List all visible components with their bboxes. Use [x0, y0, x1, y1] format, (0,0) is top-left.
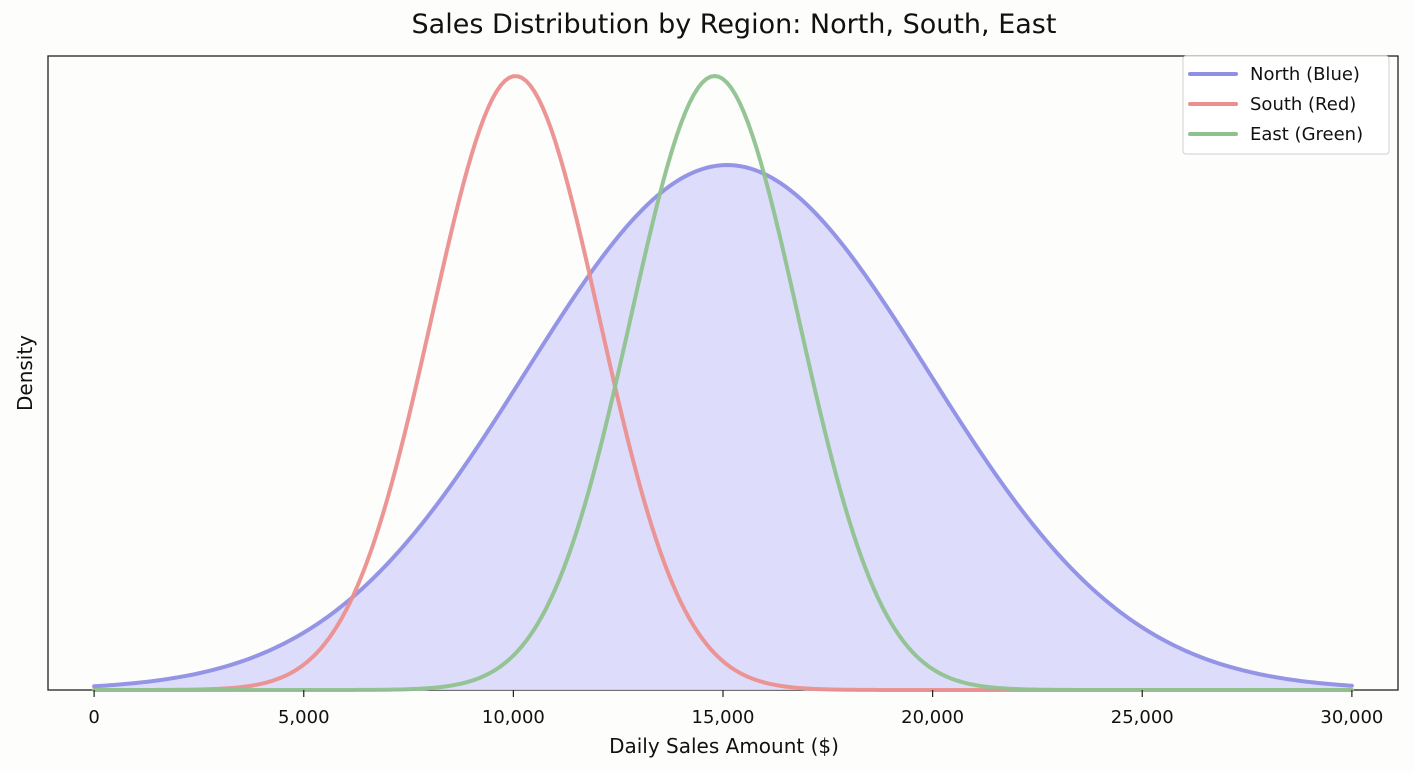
legend-label-east: East (Green) [1250, 124, 1363, 145]
legend-box [1182, 55, 1390, 155]
legend-label-north: North (Blue) [1250, 64, 1360, 85]
plot-area: 0 5,000 10,000 15,000 20,000 25,000 30,000 [47, 55, 1399, 728]
x-tick-label: 25,000 [1111, 707, 1174, 728]
x-tick-label: 5,000 [278, 707, 330, 728]
x-tick-label: 20,000 [901, 707, 964, 728]
north-area [94, 165, 1352, 690]
north-curve [92, 163, 1354, 689]
x-tick-label: 30,000 [1320, 707, 1383, 728]
legend: North (Blue) South (Red) East (Green) [1182, 55, 1390, 155]
x-tick-label: 10,000 [482, 707, 545, 728]
series-layer [92, 74, 1354, 692]
x-tick-label: 0 [88, 707, 99, 728]
legend-label-south: South (Red) [1250, 94, 1356, 115]
x-tick-label: 15,000 [692, 707, 755, 728]
x-axis-label: Daily Sales Amount ($) [609, 734, 839, 758]
chart-title: Sales Distribution by Region: North, Sou… [412, 9, 1057, 40]
x-axis: 0 5,000 10,000 15,000 20,000 25,000 30,000 [88, 690, 1383, 728]
y-axis-label: Density [13, 335, 37, 411]
